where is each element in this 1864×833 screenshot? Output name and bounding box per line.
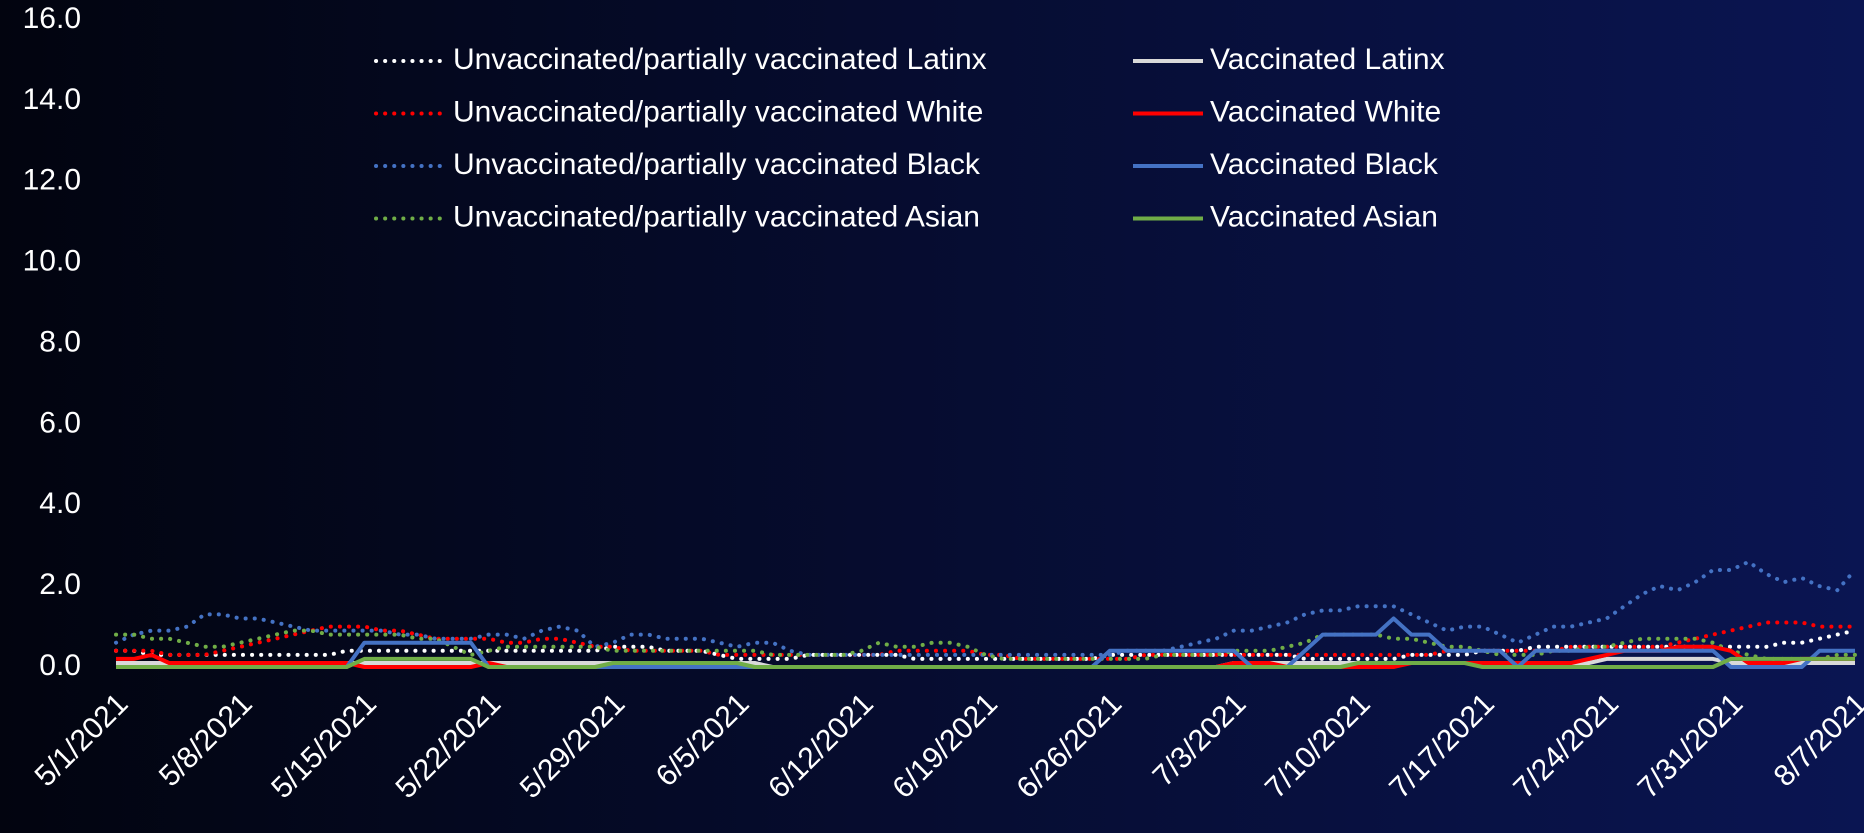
legend-label: Vaccinated Asian [1210,200,1438,233]
series-line [114,628,1857,661]
legend-label: Vaccinated White [1210,95,1441,128]
series-line [114,559,1857,657]
series-line [116,656,1855,669]
y-tick-label: 0.0 [39,649,81,682]
series-line [114,628,1857,661]
legend-label: Unvaccinated/partially vaccinated Asian [453,200,980,233]
legend-label: Unvaccinated/partially vaccinated Latinx [453,43,987,76]
y-tick-label: 6.0 [39,406,81,439]
y-tick-label: 14.0 [23,83,81,116]
y-tick-label: 16.0 [23,2,81,35]
y-tick-label: 12.0 [23,164,81,197]
y-tick-label: 4.0 [39,487,81,520]
legend-label: Unvaccinated/partially vaccinated Black [453,148,981,181]
legend-label: Vaccinated Black [1210,148,1439,181]
y-tick-label: 8.0 [39,325,81,358]
legend-label: Unvaccinated/partially vaccinated White [453,95,983,128]
y-tick-label: 2.0 [39,568,81,601]
y-tick-label: 10.0 [23,245,81,278]
legend-label: Vaccinated Latinx [1210,43,1445,76]
